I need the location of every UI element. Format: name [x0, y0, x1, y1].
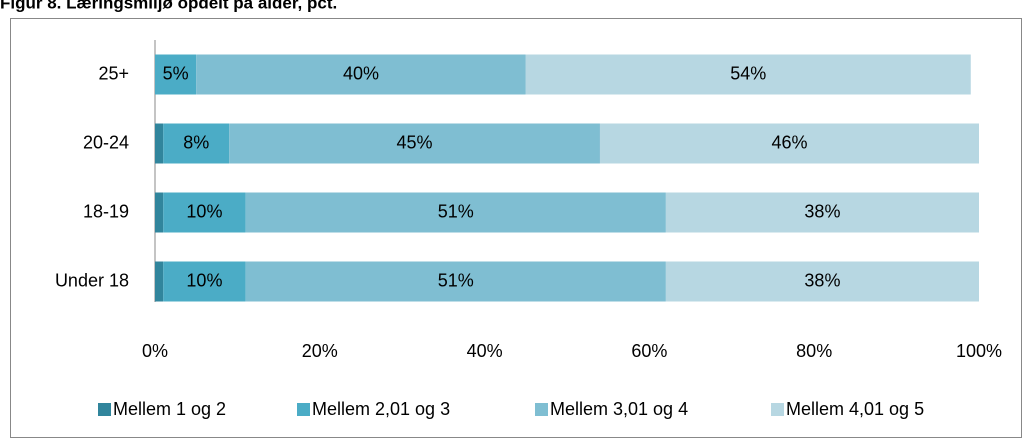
x-tick-label: 0%: [142, 341, 168, 361]
x-tick-label: 100%: [956, 341, 1002, 361]
data-label: 5%: [163, 63, 189, 83]
data-label: 10%: [186, 201, 222, 221]
data-label: 38%: [804, 270, 840, 290]
data-label: 51%: [438, 270, 474, 290]
bar-segment: [245, 261, 666, 302]
y-tick-label: Under 18: [55, 270, 129, 290]
bar-segment: [155, 54, 197, 95]
x-tick-label: 80%: [796, 341, 832, 361]
legend-swatch: [98, 403, 111, 416]
legend-swatch: [297, 403, 310, 416]
bar-segment: [155, 123, 164, 164]
data-label: 45%: [397, 132, 433, 152]
bar-segment: [163, 261, 246, 302]
data-label: 51%: [438, 201, 474, 221]
y-tick-label: 25+: [98, 63, 129, 83]
data-label: 40%: [343, 63, 379, 83]
bar-segment: [155, 192, 164, 233]
bar-segment: [163, 123, 230, 164]
legend-swatch: [771, 403, 784, 416]
bar-segment: [599, 123, 979, 164]
legend-swatch: [535, 403, 548, 416]
x-tick-label: 40%: [467, 341, 503, 361]
data-label: 8%: [183, 132, 209, 152]
bar-segment: [196, 54, 526, 95]
y-tick-label: 18-19: [83, 201, 129, 221]
chart-title: Figur 8. Læringsmiljø opdelt på alder, p…: [0, 0, 337, 12]
data-label: 46%: [771, 132, 807, 152]
x-tick-label: 60%: [631, 341, 667, 361]
legend-label: Mellem 2,01 og 3: [312, 399, 450, 419]
bar-segment: [665, 261, 979, 302]
legend-label: Mellem 1 og 2: [113, 399, 226, 419]
data-label: 38%: [804, 201, 840, 221]
bar-segment: [163, 192, 246, 233]
data-label: 54%: [730, 63, 766, 83]
x-tick-label: 20%: [302, 341, 338, 361]
bar-segment: [665, 192, 979, 233]
y-tick-label: 20-24: [83, 132, 129, 152]
legend-label: Mellem 4,01 og 5: [786, 399, 924, 419]
legend-label: Mellem 3,01 og 4: [550, 399, 688, 419]
bar-segment: [245, 192, 666, 233]
bar-segment: [155, 261, 164, 302]
bar-segment: [525, 54, 971, 95]
bar-segment: [229, 123, 600, 164]
data-label: 10%: [186, 270, 222, 290]
